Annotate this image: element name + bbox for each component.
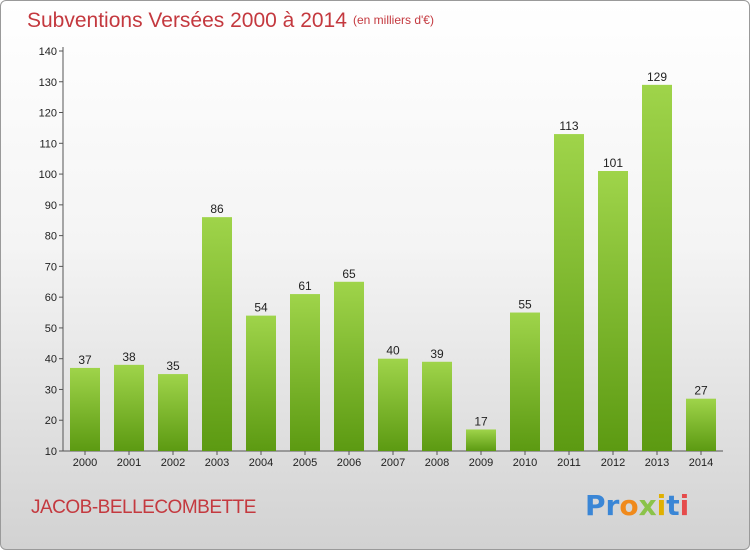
proxiti-logo: Proxiti [585,489,689,522]
bar-value-label: 86 [210,202,224,216]
bar-value-label: 38 [122,350,136,364]
x-tick-label: 2010 [513,457,537,469]
bar-value-label: 35 [166,359,180,373]
x-tick-label: 2001 [117,457,141,469]
x-tick-label: 2002 [161,457,185,469]
bar [466,429,496,451]
y-tick-label: 80 [45,231,57,243]
x-tick-label: 2009 [469,457,493,469]
y-tick-label: 130 [39,77,57,89]
y-tick-label: 110 [39,138,57,150]
bar [686,398,716,451]
bar [510,312,540,451]
y-tick-label: 90 [45,200,57,212]
logo-letter: r [605,489,620,522]
y-tick-label: 100 [39,169,57,181]
y-tick-label: 40 [45,354,57,366]
bar-value-label: 40 [386,344,400,358]
bar-value-label: 17 [474,414,488,428]
x-tick-label: 2000 [73,457,97,469]
chart-title: Subventions Versées 2000 à 2014 [27,9,347,32]
y-tick-label: 70 [45,261,57,273]
y-tick-label: 20 [45,415,57,427]
bar-value-label: 39 [430,347,444,361]
x-tick-label: 2006 [337,457,361,469]
x-tick-label: 2013 [645,457,669,469]
bar-value-label: 61 [298,279,312,293]
bars: 37 38 35 86 54 61 65 40 39 17 55 113 101 129 27 [70,70,716,452]
x-tick-label: 2011 [557,457,581,469]
bar [642,84,672,451]
bar [158,374,188,451]
bar [114,364,144,451]
bar-value-label: 113 [559,119,578,133]
logo-letter: i [656,489,667,522]
commune-name: JACOB-BELLECOMBETTE [31,497,256,518]
bar [70,367,100,451]
logo-letter: x [638,489,657,522]
chart-subtitle: (en milliers d'€) [353,13,434,27]
bar-value-label: 27 [694,384,708,398]
x-tick-label: 2014 [689,457,713,469]
x-tick-label: 2003 [205,457,229,469]
bar [334,281,364,451]
x-tick-label: 2008 [425,457,449,469]
y-tick-label: 140 [39,46,57,58]
x-tick-label: 2012 [601,457,625,469]
bar [290,294,320,451]
logo-letter: i [679,489,690,522]
x-tick-label: 2005 [293,457,317,469]
y-tick-label: 60 [45,292,57,304]
y-tick-label: 120 [39,108,57,120]
y-tick-label: 50 [45,323,57,335]
x-tick-label: 2007 [381,457,405,469]
bar-value-label: 55 [518,298,532,312]
logo-letter: o [619,489,639,522]
bar-value-label: 129 [647,70,667,84]
bar [378,358,408,451]
bar [598,171,628,451]
bar [554,134,584,452]
bar-value-label: 37 [78,353,92,367]
y-tick-label: 10 [45,446,57,458]
bar [202,217,232,451]
bar [246,315,276,451]
y-tick-label: 30 [45,384,57,396]
bar-value-label: 65 [342,267,356,281]
logo-letter: t [666,489,680,522]
logo-letter: P [585,489,606,522]
bar-value-label: 54 [254,301,268,315]
bar-value-label: 101 [603,156,623,170]
bar [422,361,452,451]
x-tick-label: 2004 [249,457,273,469]
